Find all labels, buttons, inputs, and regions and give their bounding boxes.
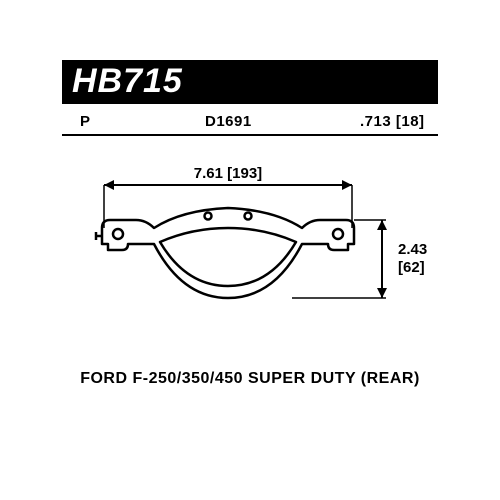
diagram-canvas: HB715 P D1691 .713 [18] 7.61 [193] bbox=[0, 0, 500, 500]
width-label: 7.61 [193] bbox=[194, 165, 262, 182]
width-dimension: 7.61 [193] bbox=[104, 165, 352, 228]
info-col-3: .713 [18] bbox=[360, 113, 425, 130]
height-label-1: 2.43 bbox=[398, 241, 427, 258]
height-label-2: [62] bbox=[398, 259, 425, 276]
brake-pad-diagram: 7.61 [193] 2.43 [62] bbox=[62, 150, 438, 360]
brake-pad-outline bbox=[96, 208, 354, 298]
info-col-2: D1691 bbox=[205, 113, 252, 130]
info-col-1: P bbox=[80, 113, 91, 130]
divider-line bbox=[62, 134, 438, 136]
part-number: HB715 bbox=[72, 62, 183, 101]
product-caption: FORD F-250/350/450 SUPER DUTY (REAR) bbox=[0, 370, 500, 388]
height-dimension: 2.43 [62] bbox=[292, 220, 427, 298]
